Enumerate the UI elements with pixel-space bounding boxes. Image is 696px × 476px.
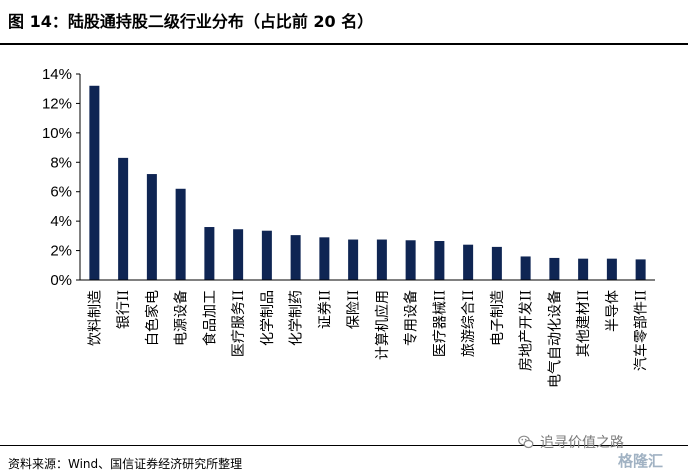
x-tick-label: 化学制品 <box>260 290 276 346</box>
bar <box>578 258 589 280</box>
watermark: 追寻价值之路 格隆汇 <box>518 432 688 472</box>
x-tick-label: 证券II <box>317 290 333 329</box>
source-note: 资料来源：Wind、国信证券经济研究所整理 <box>8 457 243 471</box>
x-tick-label: 电气自动化设备 <box>546 290 563 388</box>
bar <box>376 239 387 280</box>
y-tick-label: 6% <box>50 184 72 201</box>
x-tick-label: 电源设备 <box>173 290 190 346</box>
x-tick-label: 专用设备 <box>403 290 420 346</box>
x-tick-label: 食品加工 <box>201 290 218 346</box>
bar <box>290 235 301 280</box>
y-tick-label: 8% <box>50 154 72 171</box>
x-tick-label: 饮料制造 <box>87 290 103 346</box>
top-divider <box>0 43 688 45</box>
figure-header: 图 14：陆股通持股二级行业分布（占比前 20 名） <box>0 0 696 42</box>
y-tick-label: 10% <box>42 125 72 142</box>
x-tick-label: 计算机应用 <box>374 290 391 360</box>
bars <box>89 85 646 280</box>
bar <box>89 85 100 280</box>
bar <box>175 188 186 280</box>
x-tick-label: 化学制药 <box>289 290 305 346</box>
bar <box>261 230 272 280</box>
bottom-divider <box>0 445 688 446</box>
bar <box>233 229 244 280</box>
x-tick-label: 半导体 <box>605 290 621 332</box>
bar <box>405 240 416 280</box>
x-tick-label: 银行II <box>116 290 132 329</box>
bar <box>434 241 445 280</box>
watermark-logo: 格隆汇 <box>618 452 664 470</box>
x-tick-label: 旅游综合II <box>461 290 477 357</box>
x-axis: 饮料制造 银行II 白色家电 电源设备 食品加工 医疗服务II 化学制品 化学制药 证券II 保险… <box>80 279 655 388</box>
y-tick-label: 4% <box>50 213 72 230</box>
bar <box>463 244 474 280</box>
x-tick-label: 白色家电 <box>144 290 161 346</box>
bar <box>520 256 531 280</box>
x-tick-label: 电子制造 <box>490 290 506 346</box>
x-tick-label: 汽车零部件II <box>633 290 650 371</box>
bar <box>319 237 330 280</box>
x-tick-label: 医疗器械II <box>432 290 448 357</box>
watermark-text: 追寻价值之路 <box>540 435 624 451</box>
bar <box>549 257 560 280</box>
x-tick-label: 房地产开发II <box>519 290 535 371</box>
bar-chart: 0% 2% 4% 6% 8% 10% 12% 14% 饮料制造 银行II 白色家电 电源设备 食品加工… <box>42 66 655 388</box>
y-tick-label: 12% <box>42 95 72 112</box>
wechat-icon <box>518 435 534 449</box>
x-tick-label: 其他建材II <box>576 290 592 357</box>
bar <box>146 174 157 280</box>
bar <box>204 227 215 280</box>
x-tick-label: 医疗服务II <box>231 290 247 357</box>
bar <box>491 246 502 280</box>
bar <box>606 258 617 280</box>
bar <box>348 239 359 280</box>
y-tick-label: 0% <box>50 272 72 289</box>
figure-title: 图 14：陆股通持股二级行业分布（占比前 20 名） <box>8 12 374 31</box>
y-tick-label: 14% <box>42 66 72 83</box>
bar <box>635 259 646 280</box>
y-axis: 0% 2% 4% 6% 8% 10% 12% 14% <box>42 66 81 289</box>
bar <box>118 157 129 280</box>
y-tick-label: 2% <box>50 243 72 260</box>
x-tick-label: 保险II <box>346 290 362 329</box>
